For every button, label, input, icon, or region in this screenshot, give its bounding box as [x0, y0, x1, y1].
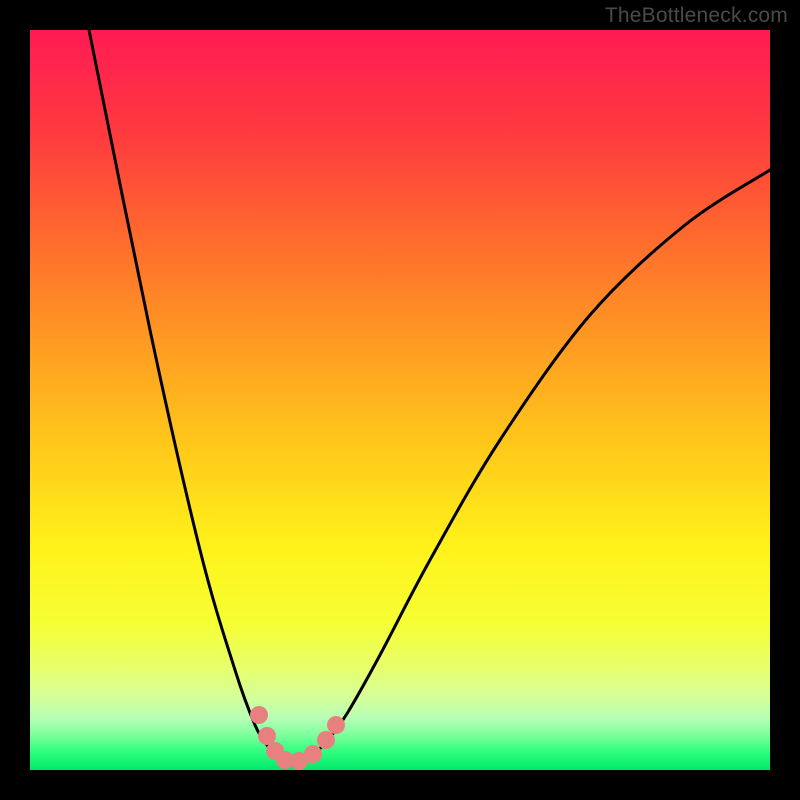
highlight-marker-group [250, 706, 345, 770]
chart-plot-area [30, 30, 770, 770]
highlight-marker [317, 731, 335, 749]
watermark-label: TheBottleneck.com [605, 4, 788, 28]
highlight-marker [304, 745, 322, 763]
chart-outer-frame: TheBottleneck.com [0, 0, 800, 800]
bottleneck-curve [87, 30, 770, 761]
chart-curve-layer [30, 30, 770, 770]
highlight-marker [327, 716, 345, 734]
highlight-marker [250, 706, 268, 724]
